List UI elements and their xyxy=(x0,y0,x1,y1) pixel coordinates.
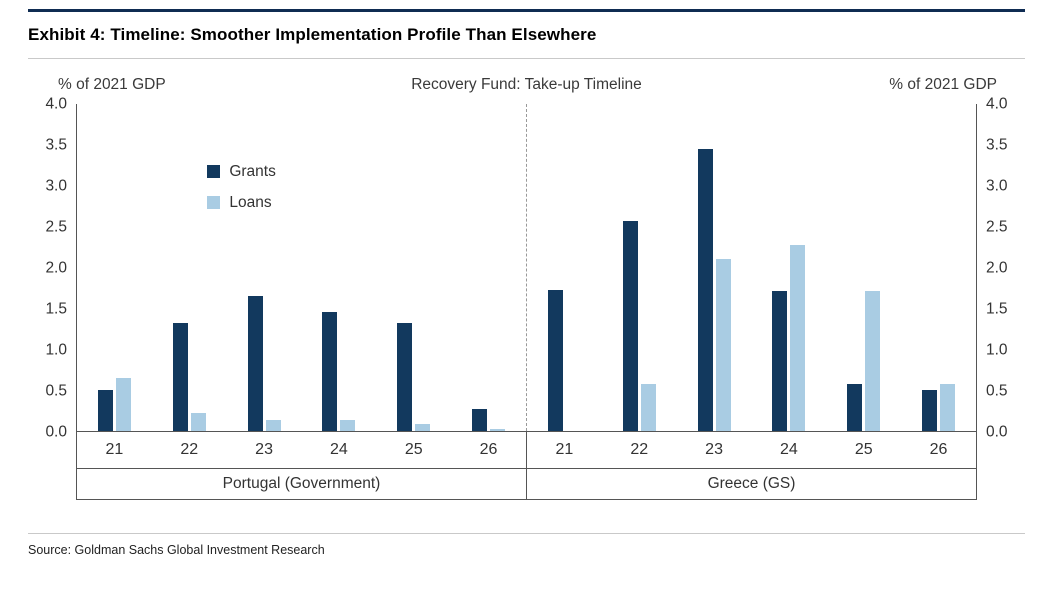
x-panel-right: 21 22 23 24 25 26 Greece (GS) xyxy=(527,432,976,499)
legend-item-loans: Loans xyxy=(207,194,276,212)
source-note: Source: Goldman Sachs Global Investment … xyxy=(28,543,325,557)
plot-area: Grants Loans xyxy=(76,104,977,432)
x-axis: 21 22 23 24 25 26 Portugal (Government) 21 22 23 2… xyxy=(76,432,977,500)
bar-loans-23 xyxy=(265,420,281,431)
x-panel-left: 21 22 23 24 25 26 Portugal (Government) xyxy=(77,432,527,499)
x-axis-spacer-left xyxy=(28,432,76,500)
bar-loans-24 xyxy=(340,420,356,431)
bar-grants-24 xyxy=(322,311,338,431)
bar-loans-22 xyxy=(640,384,656,431)
bar-loans-21 xyxy=(115,377,131,431)
y-tick-label: 3.0 xyxy=(986,177,1008,195)
bar-grants-23 xyxy=(697,148,713,431)
chart: % of 2021 GDP Recovery Fund: Take-up Tim… xyxy=(28,76,1025,500)
y-tick-label: 0.5 xyxy=(45,382,67,400)
legend-label: Loans xyxy=(229,193,272,211)
y-axis-label-left: % of 2021 GDP xyxy=(58,76,166,93)
legend-label: Grants xyxy=(229,162,276,180)
legend: Grants Loans xyxy=(207,163,276,212)
bar-grants-25 xyxy=(847,384,863,431)
y-axis-label-right: % of 2021 GDP xyxy=(889,76,997,93)
bar-group-21 xyxy=(77,104,152,431)
x-tick-label: 24 xyxy=(330,441,348,458)
y-tick-label: 2.5 xyxy=(986,218,1008,236)
bar-group-24 xyxy=(751,104,826,431)
y-tick-label: 4.0 xyxy=(986,95,1008,113)
chart-header: % of 2021 GDP Recovery Fund: Take-up Tim… xyxy=(28,76,1025,94)
footer-divider xyxy=(28,533,1025,534)
x-tick-label: 23 xyxy=(705,441,723,458)
panel-name: Greece (GS) xyxy=(527,468,976,499)
y-tick-label: 3.0 xyxy=(45,177,67,195)
bar-group-23 xyxy=(677,104,752,431)
x-tick-label: 21 xyxy=(105,441,124,458)
y-tick-label: 2.0 xyxy=(45,259,67,277)
bar-grants-26 xyxy=(922,390,938,431)
x-axis-row: 21 22 23 24 25 26 Portugal (Government) 21 22 23 2… xyxy=(28,432,1025,500)
legend-swatch-grants xyxy=(207,165,221,179)
x-tick-label: 24 xyxy=(780,441,798,458)
x-tick-label: 22 xyxy=(180,441,199,458)
y-tick-label: 1.0 xyxy=(986,341,1008,359)
y-tick-label: 2.5 xyxy=(45,218,67,236)
x-tick-labels: 21 22 23 24 25 26 xyxy=(527,432,976,468)
x-tick-label: 22 xyxy=(630,441,649,458)
y-tick-label: 0.0 xyxy=(45,423,67,441)
bar-grants-21 xyxy=(97,390,113,431)
x-tick-label: 26 xyxy=(929,441,948,458)
y-tick-label: 1.5 xyxy=(45,300,67,318)
exhibit-title: Exhibit 4: Timeline: Smoother Implementa… xyxy=(28,25,597,44)
bar-group-24 xyxy=(301,104,376,431)
y-axis-ticks-right: 4.0 3.5 3.0 2.5 2.0 1.5 1.0 0.5 0.0 xyxy=(977,96,1025,439)
bar-grants-23 xyxy=(247,296,263,431)
y-tick-label: 0.0 xyxy=(986,423,1008,441)
y-tick-label: 3.5 xyxy=(986,136,1008,154)
bar-group-25 xyxy=(376,104,451,431)
bar-loans-23 xyxy=(715,258,731,431)
bar-grants-24 xyxy=(772,291,788,431)
bar-grants-21 xyxy=(547,290,563,431)
y-tick-label: 4.0 xyxy=(45,95,67,113)
bar-group-26 xyxy=(451,104,526,431)
bar-group-23 xyxy=(227,104,302,431)
x-tick-label: 25 xyxy=(404,441,423,458)
x-tick-label: 23 xyxy=(255,441,273,458)
x-tick-label: 21 xyxy=(555,441,574,458)
bar-loans-22 xyxy=(190,413,206,431)
y-tick-label: 0.5 xyxy=(986,382,1008,400)
bar-loans-26 xyxy=(940,384,956,431)
bar-grants-26 xyxy=(472,408,488,431)
panel-name: Portugal (Government) xyxy=(77,468,526,499)
legend-swatch-loans xyxy=(207,196,221,210)
y-tick-label: 1.0 xyxy=(45,341,67,359)
legend-item-grants: Grants xyxy=(207,163,276,181)
bar-loans-26 xyxy=(490,429,506,431)
x-tick-label: 26 xyxy=(479,441,498,458)
plot-row: 4.0 3.5 3.0 2.5 2.0 1.5 1.0 0.5 0.0 Grants Loans … xyxy=(28,96,1025,439)
bar-group-26 xyxy=(901,104,976,431)
bar-loans-25 xyxy=(865,291,881,431)
bar-grants-22 xyxy=(622,220,638,431)
y-tick-label: 2.0 xyxy=(986,259,1008,277)
bar-group-22 xyxy=(602,104,677,431)
x-tick-label: 25 xyxy=(854,441,873,458)
bar-loans-24 xyxy=(790,244,806,431)
y-tick-label: 3.5 xyxy=(45,136,67,154)
panel-left xyxy=(77,104,527,431)
title-divider xyxy=(28,58,1025,59)
x-axis-spacer-right xyxy=(977,432,1025,500)
panel-right xyxy=(527,104,976,431)
bar-grants-22 xyxy=(172,323,188,431)
bar-group-22 xyxy=(152,104,227,431)
y-tick-label: 1.5 xyxy=(986,300,1008,318)
x-tick-labels: 21 22 23 24 25 26 xyxy=(77,432,526,468)
bar-group-25 xyxy=(826,104,901,431)
top-accent-rule xyxy=(28,9,1025,12)
chart-title: Recovery Fund: Take-up Timeline xyxy=(411,76,642,93)
y-axis-ticks-left: 4.0 3.5 3.0 2.5 2.0 1.5 1.0 0.5 0.0 xyxy=(28,96,76,439)
bar-loans-25 xyxy=(415,424,431,431)
bar-group-21 xyxy=(527,104,602,431)
bar-grants-25 xyxy=(397,323,413,431)
